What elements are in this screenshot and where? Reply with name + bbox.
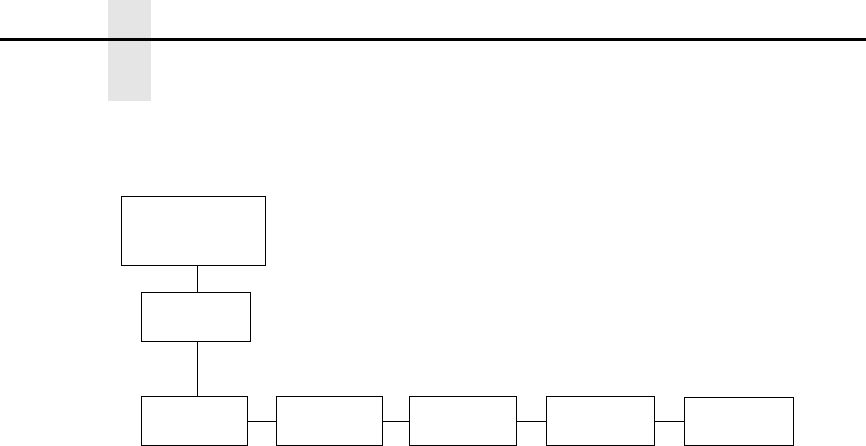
node-3[interactable] [141, 396, 248, 446]
connector-1-2 [197, 266, 198, 292]
connector-6-7 [655, 421, 684, 422]
connector-2-3 [197, 342, 198, 396]
connector-3-4 [248, 421, 276, 422]
connector-4-5 [383, 421, 409, 422]
horizontal-rule [0, 38, 866, 41]
connector-5-6 [517, 421, 546, 422]
node-6[interactable] [546, 396, 655, 446]
node-5[interactable] [409, 396, 517, 446]
node-1[interactable] [121, 196, 266, 266]
gray-band [108, 0, 151, 101]
node-4[interactable] [276, 396, 383, 446]
node-2[interactable] [141, 292, 251, 342]
node-7[interactable] [684, 397, 794, 446]
